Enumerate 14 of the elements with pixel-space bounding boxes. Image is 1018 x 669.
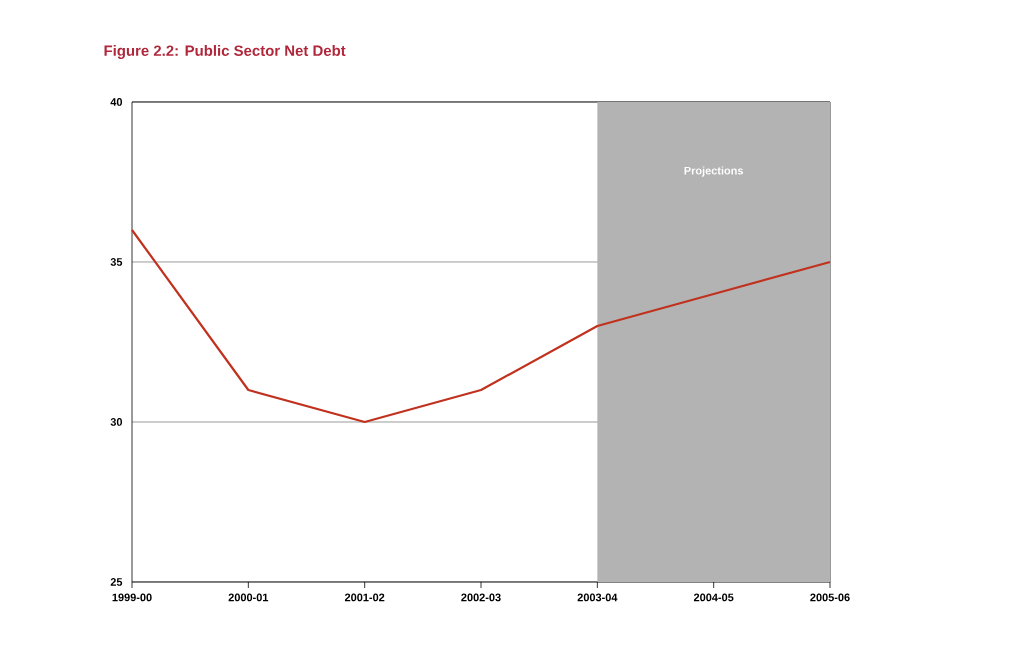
x-tick-label: 2005-06 [810,593,850,602]
x-tick-label: 2004-05 [693,593,734,602]
x-tick-label: 2001-02 [344,593,385,602]
y-tick-label: 40 [110,98,123,106]
y-tick-label: 30 [110,418,123,426]
x-tick-label: 2003-04 [577,593,618,602]
chart-title: Figure 2.2: Public Sector Net Debt [104,44,346,59]
y-tick-label: 35 [110,258,123,266]
y-tick-label: 25 [110,578,123,586]
band-label: Projections [684,166,744,177]
x-tick-label: 2002-03 [461,593,501,602]
line-series [130,228,832,424]
x-tick-label: 1999-00 [112,593,152,602]
x-tick-label: 2000-01 [228,593,269,602]
